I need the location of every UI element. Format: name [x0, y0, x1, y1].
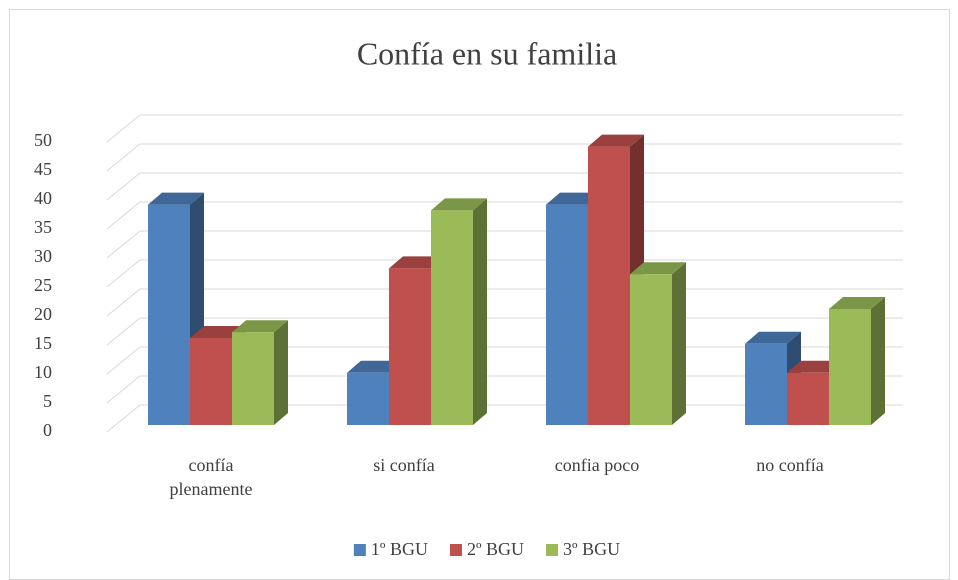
y-tick-label: 25	[34, 275, 52, 295]
y-tick-label: 40	[34, 188, 52, 208]
legend-label: 2º BGU	[467, 539, 524, 559]
grid-line	[106, 143, 903, 172]
legend-swatch	[353, 544, 366, 556]
x-tick-label: no confía	[756, 455, 824, 475]
y-tick-label: 5	[43, 391, 52, 411]
grid-line	[106, 230, 903, 259]
legend-label: 1º BGU	[371, 539, 428, 559]
grid-line	[106, 259, 903, 288]
y-tick-label: 30	[34, 246, 52, 266]
bar-front	[546, 204, 588, 425]
x-tick-label: confía plenamente	[169, 455, 253, 499]
bar-front	[829, 309, 871, 425]
bar-front	[148, 204, 190, 425]
legend-item: 3º BGU	[546, 539, 620, 559]
grid-line	[106, 172, 903, 201]
bar-front	[347, 372, 389, 425]
grid-line	[106, 201, 903, 230]
bar-front	[787, 372, 829, 425]
y-tick-label: 20	[34, 304, 52, 324]
bar-top	[148, 192, 204, 205]
legend-item: 2º BGU	[449, 539, 524, 559]
bar-front	[630, 274, 672, 425]
legend-swatch	[546, 544, 559, 556]
y-tick-label: 15	[34, 333, 52, 353]
x-tick-label: si confía	[373, 455, 435, 475]
bar-front	[588, 146, 630, 425]
bar-top	[431, 198, 487, 211]
bar-front	[190, 338, 232, 425]
bar-front	[745, 343, 787, 425]
bar-side	[473, 198, 487, 425]
bar-side	[274, 320, 288, 425]
y-tick-label: 50	[34, 130, 52, 150]
bar-top	[588, 134, 644, 147]
bar	[630, 262, 686, 425]
x-tick-label: confia poco	[554, 455, 640, 475]
bar-top	[829, 297, 885, 309]
bar-front	[389, 268, 431, 425]
bar-top	[745, 331, 801, 344]
chart-title: Confía en su familia	[357, 35, 617, 71]
bar-front	[431, 210, 473, 425]
bar	[829, 297, 885, 425]
bar-top	[232, 320, 288, 333]
bar	[232, 320, 288, 425]
legend-label: 3º BGU	[563, 539, 620, 559]
bar-front	[232, 332, 274, 425]
legend-swatch	[449, 544, 462, 556]
y-tick-label: 35	[34, 217, 52, 237]
bar-side	[871, 297, 885, 425]
bar-top	[630, 262, 686, 275]
bar	[431, 198, 487, 425]
grid-line	[106, 114, 903, 143]
y-tick-label: 10	[34, 362, 52, 382]
y-tick-label: 0	[43, 420, 52, 440]
legend-item: 1º BGU	[353, 539, 428, 559]
y-tick-label: 45	[34, 159, 52, 179]
bar-side	[672, 262, 686, 425]
